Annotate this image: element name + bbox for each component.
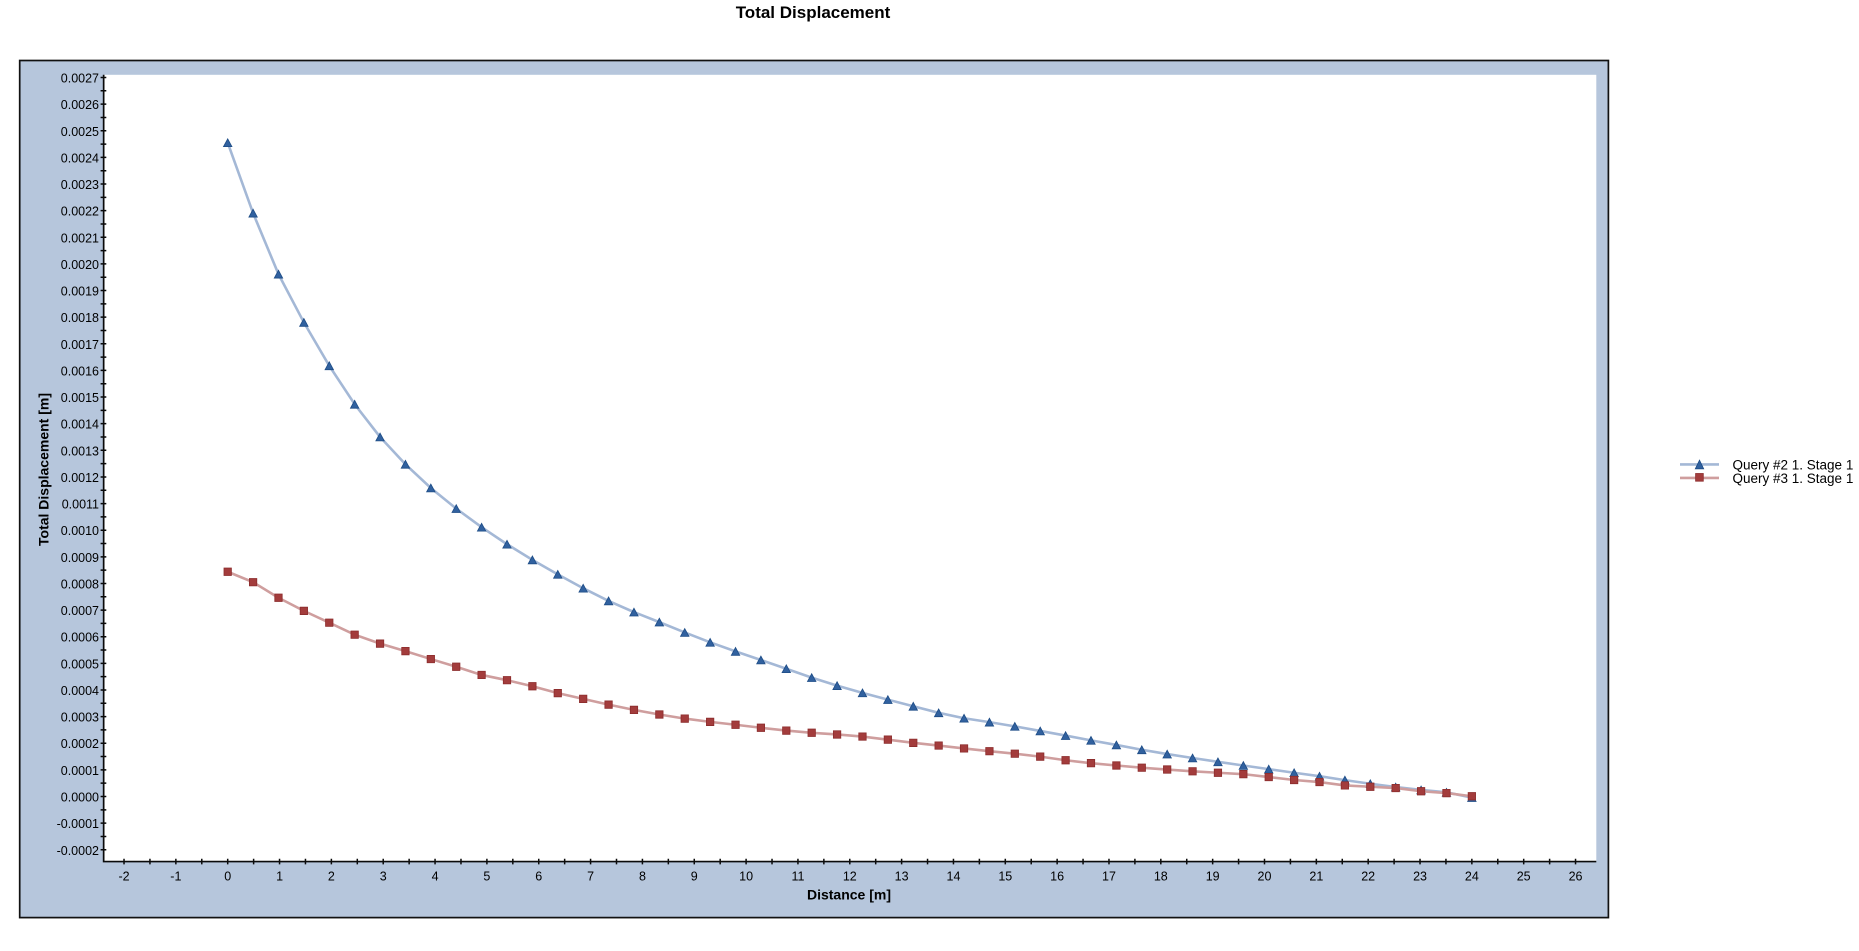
svg-text:13: 13 <box>895 870 909 884</box>
svg-text:0.0006: 0.0006 <box>61 631 99 645</box>
svg-text:2: 2 <box>328 870 335 884</box>
svg-text:Query #2 1. Stage 1: Query #2 1. Stage 1 <box>1733 457 1854 472</box>
svg-text:0.0026: 0.0026 <box>61 98 99 112</box>
svg-text:0: 0 <box>224 870 231 884</box>
svg-text:26: 26 <box>1569 870 1583 884</box>
svg-text:0.0013: 0.0013 <box>61 444 99 458</box>
svg-text:0.0015: 0.0015 <box>61 391 99 405</box>
svg-text:0.0021: 0.0021 <box>61 231 99 245</box>
svg-text:16: 16 <box>1050 870 1064 884</box>
svg-text:25: 25 <box>1517 870 1531 884</box>
svg-text:18: 18 <box>1154 870 1168 884</box>
svg-text:23: 23 <box>1413 870 1427 884</box>
svg-text:0.0027: 0.0027 <box>61 71 99 85</box>
svg-text:0.0024: 0.0024 <box>61 151 99 165</box>
svg-text:Total Displacement [m]: Total Displacement [m] <box>35 393 51 546</box>
svg-text:12: 12 <box>843 870 857 884</box>
svg-text:0.0022: 0.0022 <box>61 205 99 219</box>
svg-text:20: 20 <box>1258 870 1272 884</box>
svg-text:0.0018: 0.0018 <box>61 311 99 325</box>
svg-text:3: 3 <box>380 870 387 884</box>
svg-text:19: 19 <box>1206 870 1220 884</box>
svg-text:10: 10 <box>739 870 753 884</box>
svg-text:8: 8 <box>639 870 646 884</box>
svg-text:6: 6 <box>535 870 542 884</box>
svg-text:0.0001: 0.0001 <box>61 764 99 778</box>
svg-text:0.0012: 0.0012 <box>61 471 99 485</box>
svg-text:0.0005: 0.0005 <box>61 657 99 671</box>
svg-text:22: 22 <box>1361 870 1375 884</box>
svg-text:0.0011: 0.0011 <box>62 498 99 512</box>
svg-text:11: 11 <box>791 870 804 884</box>
svg-text:0.0007: 0.0007 <box>61 604 99 618</box>
svg-text:0.0016: 0.0016 <box>61 364 99 378</box>
svg-text:0.0010: 0.0010 <box>61 524 99 538</box>
svg-text:-0.0002: -0.0002 <box>57 844 99 858</box>
svg-text:-2: -2 <box>118 870 129 884</box>
svg-text:0.0017: 0.0017 <box>61 338 99 352</box>
svg-text:0.0008: 0.0008 <box>61 577 99 591</box>
svg-text:14: 14 <box>947 870 961 884</box>
svg-text:17: 17 <box>1102 870 1116 884</box>
svg-text:0.0002: 0.0002 <box>61 737 99 751</box>
svg-text:0.0004: 0.0004 <box>61 684 99 698</box>
svg-text:4: 4 <box>432 870 439 884</box>
svg-text:0.0023: 0.0023 <box>61 178 99 192</box>
svg-text:21: 21 <box>1309 870 1323 884</box>
svg-text:0.0020: 0.0020 <box>61 258 99 272</box>
svg-text:-1: -1 <box>170 870 181 884</box>
svg-text:7: 7 <box>587 870 594 884</box>
svg-text:Query #3 1. Stage 1: Query #3 1. Stage 1 <box>1733 471 1854 486</box>
svg-text:0.0025: 0.0025 <box>61 125 99 139</box>
svg-text:1: 1 <box>276 870 283 884</box>
svg-text:0.0003: 0.0003 <box>61 711 99 725</box>
svg-text:5: 5 <box>483 870 490 884</box>
svg-text:24: 24 <box>1465 870 1479 884</box>
svg-text:0.0000: 0.0000 <box>61 791 99 805</box>
svg-text:0.0014: 0.0014 <box>61 418 99 432</box>
svg-text:0.0019: 0.0019 <box>61 285 99 299</box>
svg-text:-0.0001: -0.0001 <box>57 817 99 831</box>
svg-text:0.0009: 0.0009 <box>61 551 99 565</box>
svg-text:Distance [m]: Distance [m] <box>807 887 891 903</box>
svg-text:9: 9 <box>691 870 698 884</box>
svg-text:Total Displacement: Total Displacement <box>736 3 891 22</box>
svg-text:15: 15 <box>998 870 1012 884</box>
